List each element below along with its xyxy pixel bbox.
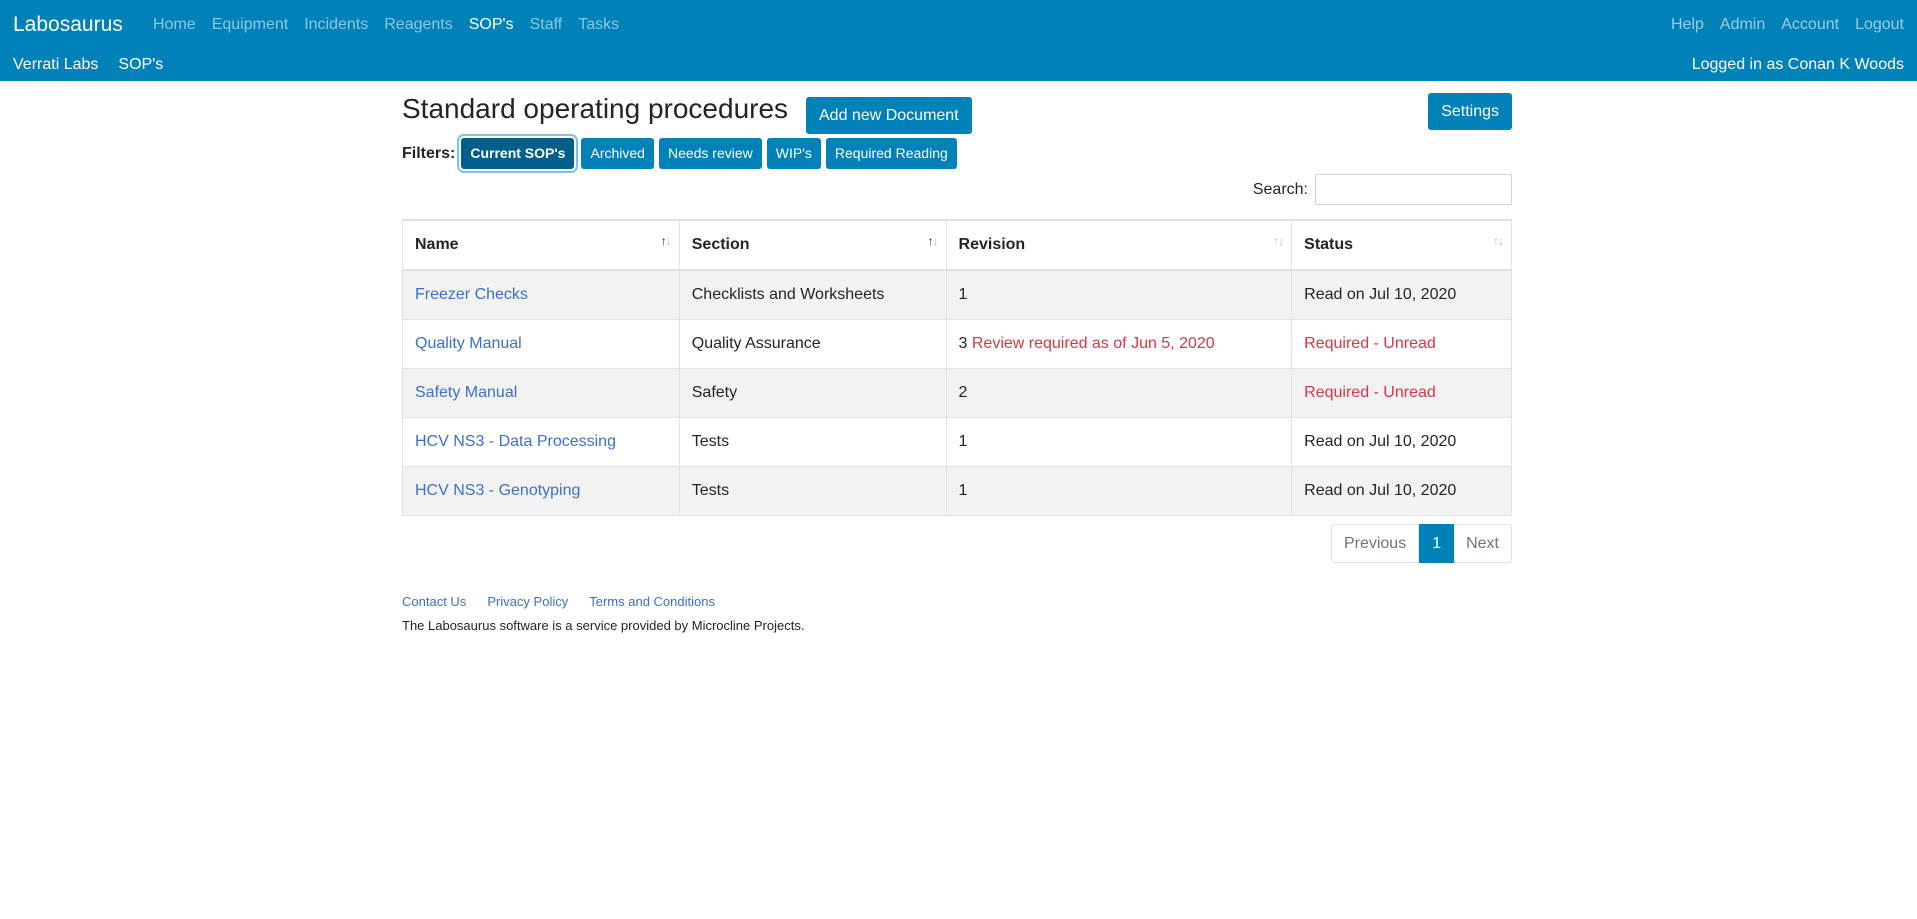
page-title: Standard operating procedures — [402, 93, 789, 124]
footer-privacy-link[interactable]: Privacy Policy — [487, 594, 569, 609]
sop-link[interactable]: Safety Manual — [415, 383, 518, 401]
search-input[interactable] — [1315, 174, 1512, 205]
search-label: Search: — [1252, 180, 1308, 198]
nav-home[interactable]: Home — [153, 16, 196, 33]
cell-section: Tests — [678, 416, 947, 467]
filter-current-sops[interactable]: Current SOP's — [461, 138, 575, 169]
sort-icon: ↑↓ — [1273, 234, 1284, 248]
cell-name: HCV NS3 - Genotyping — [402, 465, 680, 516]
table-header-row: Name ↑↓ Section ↑↓ Revision ↑↓ Status ↑↓ — [402, 219, 1512, 271]
nav-admin[interactable]: Admin — [1719, 16, 1766, 33]
footer-text: The Labosaurus software is a service pro… — [402, 618, 805, 633]
sort-icon: ↑↓ — [1493, 234, 1504, 248]
nav-tasks[interactable]: Tasks — [578, 16, 620, 33]
filter-bar: Filters: Current SOP's Archived Needs re… — [402, 138, 962, 169]
nav-logout[interactable]: Logout — [1855, 16, 1904, 33]
revision-note: Review required as of Jun 5, 2020 — [971, 334, 1215, 352]
cell-status: Required - Unread — [1291, 318, 1512, 369]
cell-revision: 1 — [945, 416, 1293, 467]
logged-in-text: Logged in as Conan K Woods — [1691, 56, 1904, 73]
cell-section: Checklists and Worksheets — [678, 269, 947, 320]
cell-name: Quality Manual — [402, 318, 680, 369]
breadcrumb: Verrati Labs SOP's — [13, 55, 163, 75]
sop-link[interactable]: HCV NS3 - Data Processing — [415, 432, 616, 450]
pagination-next[interactable]: Next — [1454, 524, 1512, 563]
nav-help[interactable]: Help — [1670, 16, 1704, 33]
cell-name: HCV NS3 - Data Processing — [402, 416, 680, 467]
filter-needs-review[interactable]: Needs review — [658, 138, 762, 169]
sop-link[interactable]: Freezer Checks — [415, 285, 528, 303]
settings-button[interactable]: Settings — [1428, 93, 1512, 130]
column-header-status[interactable]: Status ↑↓ — [1291, 219, 1512, 271]
cell-revision: 1 — [945, 465, 1293, 516]
cell-revision: 1 — [945, 269, 1293, 320]
column-header-section[interactable]: Section ↑↓ — [678, 219, 947, 271]
nav-reagents[interactable]: Reagents — [384, 16, 453, 33]
sop-link[interactable]: Quality Manual — [415, 334, 522, 352]
column-header-revision[interactable]: Revision ↑↓ — [945, 219, 1293, 271]
cell-name: Safety Manual — [402, 367, 680, 418]
cell-section: Tests — [678, 465, 947, 516]
brand-logo[interactable]: Labosaurus — [13, 13, 123, 36]
sort-icon: ↑↓ — [660, 234, 672, 248]
cell-revision: 3 Review required as of Jun 5, 2020 — [945, 318, 1293, 369]
cell-section: Quality Assurance — [678, 318, 947, 369]
table-row: Quality Manual Quality Assurance 3 Revie… — [402, 318, 1512, 369]
nav-equipment[interactable]: Equipment — [211, 16, 289, 33]
sop-link[interactable]: HCV NS3 - Genotyping — [415, 481, 581, 499]
column-header-name[interactable]: Name ↑↓ — [402, 219, 680, 271]
filter-required-reading[interactable]: Required Reading — [825, 138, 957, 169]
nav-account[interactable]: Account — [1781, 16, 1840, 33]
breadcrumb-sops[interactable]: SOP's — [118, 56, 164, 73]
pagination: Previous 1 Next — [1330, 524, 1512, 563]
top-navbar: Labosaurus Home Equipment Incidents Reag… — [0, 0, 1917, 81]
nav-incidents[interactable]: Incidents — [304, 16, 369, 33]
filters-label: Filters: — [402, 144, 456, 162]
table-row: Freezer Checks Checklists and Worksheets… — [402, 269, 1512, 320]
cell-status: Read on Jul 10, 2020 — [1291, 465, 1512, 516]
cell-status: Read on Jul 10, 2020 — [1291, 416, 1512, 467]
footer-terms-link[interactable]: Terms and Conditions — [589, 594, 715, 609]
footer-links: Contact Us Privacy Policy Terms and Cond… — [402, 594, 715, 609]
cell-revision: 2 — [945, 367, 1293, 418]
cell-status: Read on Jul 10, 2020 — [1291, 269, 1512, 320]
table-row: HCV NS3 - Data Processing Tests 1 Read o… — [402, 416, 1512, 467]
table-row: HCV NS3 - Genotyping Tests 1 Read on Jul… — [402, 465, 1512, 516]
sop-table: Name ↑↓ Section ↑↓ Revision ↑↓ Status ↑↓ Fre… — [402, 219, 1512, 516]
pagination-page-1[interactable]: 1 — [1419, 524, 1455, 563]
nav-staff[interactable]: Staff — [529, 16, 563, 33]
sort-icon: ↑↓ — [927, 234, 939, 248]
nav-sops[interactable]: SOP's — [468, 16, 514, 33]
pagination-previous[interactable]: Previous — [1330, 524, 1420, 563]
cell-section: Safety — [678, 367, 947, 418]
footer-contact-link[interactable]: Contact Us — [402, 594, 467, 609]
add-document-button[interactable]: Add new Document — [806, 97, 972, 134]
cell-name: Freezer Checks — [402, 269, 680, 320]
right-nav: Help Admin Account Logout — [1663, 15, 1917, 35]
filter-archived[interactable]: Archived — [581, 138, 654, 169]
breadcrumb-lab[interactable]: Verrati Labs — [13, 56, 99, 73]
main-nav: Home Equipment Incidents Reagents SOP's … — [145, 15, 627, 35]
cell-status: Required - Unread — [1291, 367, 1512, 418]
filter-wips[interactable]: WIP's — [766, 138, 821, 169]
search-box: Search: — [1253, 174, 1512, 205]
table-row: Safety Manual Safety 2 Required - Unread — [402, 367, 1512, 418]
